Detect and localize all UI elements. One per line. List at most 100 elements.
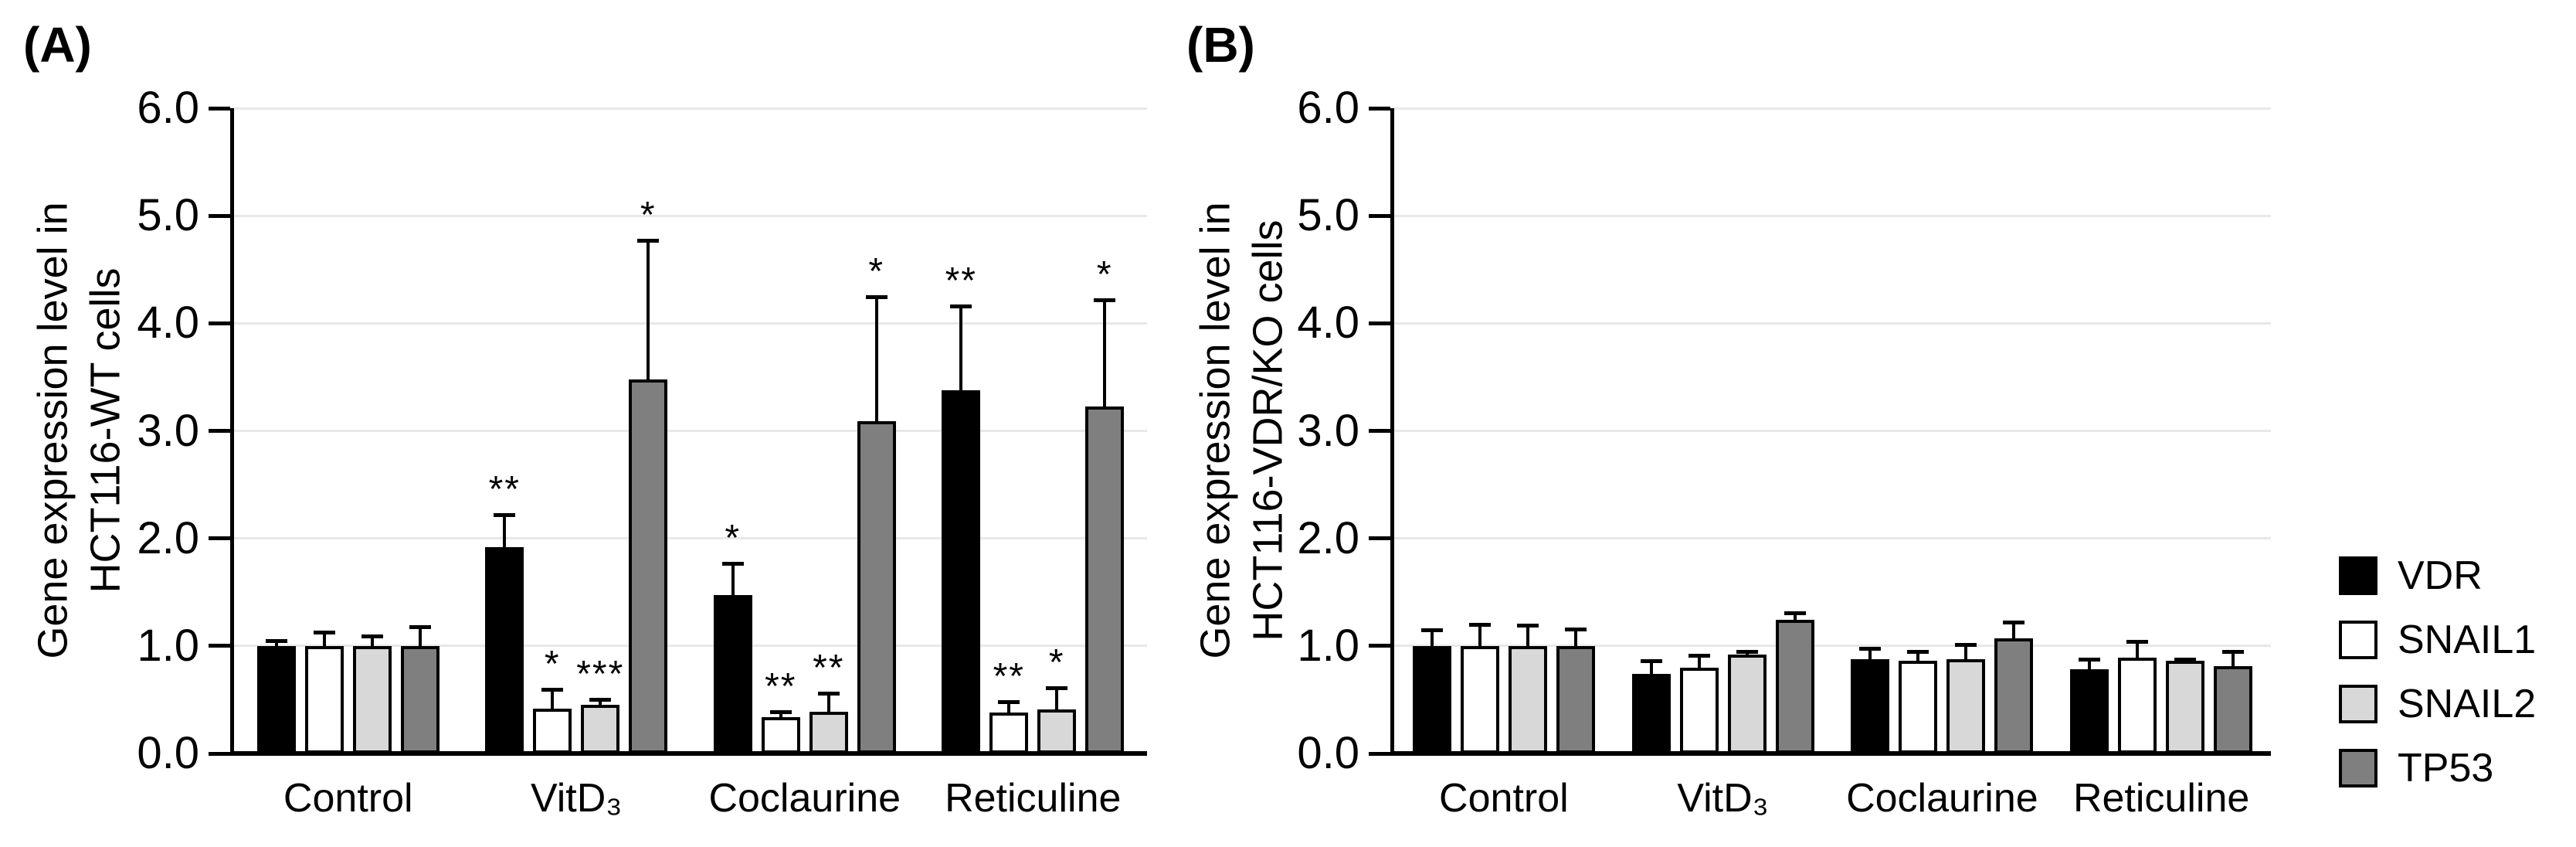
- error-bar-cap-VDR-Coclaurine: [721, 561, 744, 566]
- bar-SNAIL2-VitD₃: [581, 705, 620, 753]
- error-bar-cap-SNAIL1-VitD₃: [541, 687, 564, 692]
- error-bar-cap-SNAIL2-Coclaurine: [1955, 643, 1977, 648]
- bar-TP53-Coclaurine: [857, 420, 896, 753]
- x-axis-label-Coclaurine: Coclaurine: [1846, 776, 2038, 821]
- gridline-6: [1394, 107, 2271, 110]
- bar-TP53-Reticuline: [2214, 666, 2253, 753]
- y-axis-tick-3: [209, 429, 230, 433]
- legend-item-SNAIL1: SNAIL1: [2339, 620, 2536, 660]
- error-bar-VDR-Reticuline: [2088, 658, 2092, 672]
- y-axis-tick-6: [1369, 106, 1390, 111]
- gridline-1: [1394, 645, 2271, 648]
- y-axis-tick-label-5: 5.0: [137, 190, 199, 241]
- error-bar-cap-SNAIL2-Control: [361, 634, 383, 639]
- error-bar-cap-SNAIL2-Coclaurine: [817, 692, 840, 696]
- error-bar-SNAIL2-Coclaurine: [1964, 645, 1968, 661]
- error-bar-TP53-Reticuline: [1103, 299, 1107, 408]
- bar-VDR-VitD₃: [1631, 674, 1671, 753]
- error-bar-SNAIL1-Control: [322, 631, 326, 648]
- y-axis-tick-label-0: 0.0: [137, 728, 199, 778]
- bar-TP53-VitD₃: [629, 379, 668, 753]
- y-axis-tick-4: [209, 321, 230, 325]
- gridline-2: [1394, 537, 2271, 540]
- bar-VDR-Reticuline: [942, 389, 981, 753]
- legend-label-SNAIL1: SNAIL1: [2398, 617, 2537, 662]
- y-axis-tick-label-5: 5.0: [1297, 190, 1359, 241]
- legend: VDR SNAIL1 SNAIL2 TP53: [2339, 556, 2536, 788]
- gridline-5: [1394, 214, 2271, 217]
- legend-label-TP53: TP53: [2398, 746, 2494, 791]
- bar-VDR-VitD₃: [485, 546, 524, 753]
- panel-b-label: (B): [1186, 17, 1255, 73]
- bar-SNAIL1-VitD₃: [533, 708, 572, 753]
- error-bar-cap-TP53-Reticuline: [1094, 298, 1116, 302]
- significance-marker-SNAIL2-Coclaurine: **: [813, 648, 845, 689]
- error-bar-cap-SNAIL2-Reticuline: [1046, 686, 1068, 691]
- y-axis-tick-label-2: 2.0: [1297, 512, 1359, 563]
- significance-marker-TP53-Coclaurine: *: [868, 250, 885, 292]
- significance-marker-SNAIL2-VitD₃: ***: [576, 654, 625, 696]
- error-bar-SNAIL2-Control: [370, 636, 374, 648]
- error-bar-cap-VDR-Control: [265, 638, 287, 643]
- error-bar-TP53-Reticuline: [2232, 651, 2235, 668]
- bar-SNAIL1-Control: [304, 645, 344, 753]
- bar-TP53-Coclaurine: [1994, 638, 2034, 753]
- y-axis-tick-label-4: 4.0: [137, 298, 199, 349]
- error-bar-cap-SNAIL1-Reticuline: [998, 700, 1020, 705]
- bar-VDR-Reticuline: [2070, 669, 2109, 753]
- y-axis-tick-label-2: 2.0: [137, 512, 199, 563]
- gridline-3: [234, 430, 1147, 432]
- error-bar-TP53-Control: [418, 626, 422, 648]
- x-axis-label-VitD₃: VitD₃: [531, 776, 623, 821]
- y-axis-tick-label-6: 6.0: [137, 83, 199, 133]
- error-bar-SNAIL2-Control: [1526, 625, 1529, 648]
- error-bar-cap-TP53-Control: [1564, 627, 1587, 631]
- bar-SNAIL2-Reticuline: [2166, 661, 2205, 753]
- y-axis-tick-label-4: 4.0: [1297, 298, 1359, 349]
- gridline-1: [234, 645, 1147, 648]
- error-bar-cap-SNAIL1-Coclaurine: [1907, 649, 1929, 654]
- error-bar-VDR-Reticuline: [959, 306, 963, 392]
- y-axis-tick-2: [1369, 536, 1390, 541]
- bar-TP53-Control: [1556, 645, 1595, 753]
- error-bar-SNAIL2-Reticuline: [1055, 688, 1059, 711]
- error-bar-cap-TP53-VitD₃: [637, 239, 660, 243]
- gridline-4: [234, 321, 1147, 325]
- y-axis-tick-label-0: 0.0: [1297, 728, 1359, 778]
- bar-SNAIL2-VitD₃: [1727, 654, 1767, 753]
- error-bar-cap-SNAIL1-VitD₃: [1688, 654, 1710, 658]
- bar-SNAIL1-Coclaurine: [1899, 661, 1938, 753]
- bar-SNAIL1-VitD₃: [1679, 667, 1719, 753]
- y-axis-tick-label-3: 3.0: [137, 405, 199, 456]
- y-axis-line: [1390, 108, 1394, 756]
- error-bar-SNAIL1-Control: [1478, 624, 1481, 648]
- bar-VDR-Coclaurine: [1851, 658, 1890, 753]
- error-bar-VDR-VitD₃: [503, 515, 507, 549]
- gridline-2: [234, 537, 1147, 540]
- error-bar-VDR-Coclaurine: [731, 563, 735, 597]
- error-bar-cap-TP53-Reticuline: [2222, 649, 2245, 654]
- significance-marker-TP53-VitD₃: *: [640, 195, 657, 236]
- legend-swatch-VDR: [2339, 556, 2377, 595]
- error-bar-VDR-VitD₃: [1649, 661, 1653, 676]
- y-axis-tick-0: [209, 751, 230, 756]
- significance-marker-VDR-Reticuline: **: [945, 260, 977, 302]
- error-bar-cap-SNAIL2-Control: [1516, 624, 1539, 628]
- x-axis-label-Control: Control: [1439, 776, 1569, 821]
- error-bar-TP53-Control: [1573, 628, 1577, 648]
- bar-SNAIL1-Reticuline: [989, 713, 1029, 753]
- error-bar-SNAIL1-Coclaurine: [1916, 651, 1920, 663]
- significance-marker-TP53-Reticuline: *: [1096, 253, 1113, 295]
- bar-TP53-VitD₃: [1775, 620, 1814, 753]
- y-axis-tick-label-3: 3.0: [1297, 405, 1359, 456]
- bar-TP53-Control: [400, 645, 440, 753]
- error-bar-SNAIL1-VitD₃: [1697, 655, 1701, 669]
- error-bar-SNAIL2-VitD₃: [599, 699, 602, 707]
- error-bar-SNAIL1-Reticuline: [1007, 702, 1011, 715]
- bar-SNAIL2-Coclaurine: [1946, 658, 1986, 753]
- bar-SNAIL1-Coclaurine: [761, 716, 800, 753]
- significance-marker-VDR-Coclaurine: *: [725, 517, 742, 559]
- error-bar-cap-SNAIL2-VitD₃: [589, 698, 612, 702]
- panel-a-plot: 0.0 1.0 2.0 3.0 4.0 5.0 6.0 ** * ** * ** ** *** ** * * * *…: [137, 85, 1147, 821]
